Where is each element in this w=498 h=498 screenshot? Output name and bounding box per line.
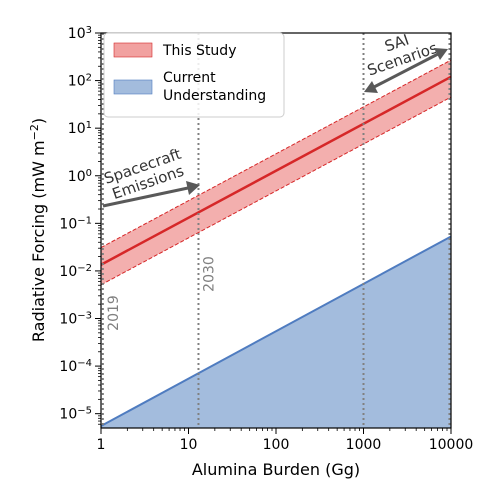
y-tick-label: 101 <box>68 120 92 138</box>
plot-area: 2019 2030 1 10 100 1000 10000 10−5 10−4 10−3 10−2 1… <box>59 25 473 454</box>
this-study-upper-bound <box>100 59 452 248</box>
x-tick-label: 10 <box>180 437 198 453</box>
vline-label-2019: 2019 <box>106 295 122 331</box>
y-axis-title-exponent: −2 <box>28 124 41 140</box>
x-tick-label: 1 <box>97 437 106 453</box>
y-tick-label: 102 <box>68 72 92 90</box>
y-axis-title: Radiative Forcing (mW m−2) <box>28 118 49 342</box>
annotation-sai-arrowhead-right <box>434 48 448 60</box>
x-tick-label: 10000 <box>429 437 474 453</box>
y-tick-label: 10−5 <box>59 405 92 423</box>
x-axis-title: Alumina Burden (Gg) <box>192 460 360 479</box>
annotation-spacecraft-arrow <box>102 186 189 208</box>
legend-swatch-this-study <box>113 42 153 58</box>
x-tick-label: 1000 <box>346 437 382 453</box>
this-study-line <box>100 75 452 266</box>
legend-swatch-current-understanding <box>113 79 153 95</box>
y-tick-label: 100 <box>68 167 92 185</box>
annotation-sai-arrowhead-left <box>364 81 378 93</box>
y-tick-label: 10−3 <box>59 310 92 328</box>
y-tick-label: 10−4 <box>59 358 92 376</box>
this-study-lower-bound <box>100 96 452 286</box>
this-study-band <box>101 60 451 285</box>
vline-label-2030: 2030 <box>201 256 217 292</box>
legend: This Study Current Understanding <box>103 32 285 118</box>
annotation-spacecraft-emissions: Spacecraft Emissions <box>102 145 200 208</box>
annotation-sai-arrow <box>373 52 439 89</box>
x-tick-label: 100 <box>263 437 290 453</box>
legend-label-current-line2: Understanding <box>163 88 266 104</box>
y-tick-label: 10−1 <box>59 215 92 233</box>
legend-label-this-study: This Study <box>162 43 236 59</box>
current-understanding-line <box>100 235 452 427</box>
legend-label-current-line1: Current <box>163 70 216 86</box>
y-tick-label: 10−2 <box>59 262 92 280</box>
annotation-spacecraft-arrowhead <box>186 181 200 195</box>
y-tick-label: 103 <box>68 25 92 43</box>
